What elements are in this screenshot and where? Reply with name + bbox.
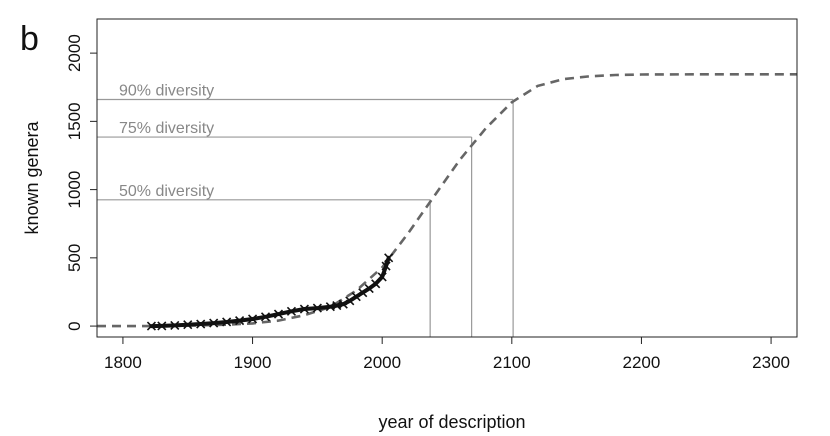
x-axis-label: year of description [378,412,525,432]
observed-data [146,253,394,331]
plot-frame [96,18,798,338]
observed-point-stroke [196,319,206,329]
observed-point-stroke [170,320,180,330]
x-tick-label: 2000 [363,353,401,372]
observed-point [377,272,387,282]
observed-point [157,321,167,331]
observed-point [260,312,271,322]
observed-point-stroke [247,314,258,324]
observed-point-stroke [381,261,391,271]
observed-point-stroke [273,309,284,319]
observed-point [286,306,297,316]
y-tick-label: 500 [65,244,84,272]
observed-point [312,303,322,313]
annotation-label: 50% diversity [119,183,214,200]
observed-point [345,296,355,306]
observed-point-stroke [345,296,355,306]
observed-point-stroke [299,304,309,314]
panel-letter: b [20,20,39,58]
observed-point [351,292,361,302]
y-tick-label: 1000 [65,171,84,209]
observed-point-stroke [146,321,157,331]
observed-point-stroke [332,301,342,311]
observed-point-stroke [325,302,335,312]
observed-point-stroke [384,253,394,263]
fitted-curve [97,73,797,328]
observed-point [273,309,284,319]
observed-point-stroke [235,316,245,326]
observed-point [209,318,219,328]
observed-point [196,319,206,329]
fitted-curve-line [97,73,797,328]
x-tick-label: 2200 [623,353,661,372]
observed-point-stroke [377,272,387,282]
y-axis-label: known genera [22,120,42,234]
y-tick-label: 1500 [65,102,84,140]
observed-point [247,314,258,324]
observed-point [364,283,374,294]
x-axis: 1800 1900 2000 2100 2200 2300 [104,337,790,372]
observed-point [183,320,193,330]
observed-point [358,288,368,298]
annotation-label: 90% diversity [119,83,214,100]
x-tick-label: 2300 [752,353,790,372]
observed-point-stroke [157,321,167,331]
observed-point-stroke [209,318,219,328]
x-tick-label: 1800 [104,353,142,372]
observed-point-stroke [351,292,361,302]
observed-point [384,253,394,263]
observed-point [381,261,391,271]
observed-point [146,321,157,331]
annotation-label: 75% diversity [119,120,214,137]
y-tick-label: 2000 [65,34,84,72]
y-axis: 0 500 1000 1500 2000 [65,34,97,331]
y-tick-label: 0 [65,321,84,330]
observed-point-stroke [260,312,271,322]
observed-point-stroke [338,299,348,309]
observed-point-stroke [312,303,322,313]
observed-point-stroke [222,317,232,327]
observed-point [170,320,180,330]
observed-point-stroke [364,283,374,294]
observed-point-stroke [286,306,297,316]
observed-point [338,299,348,309]
observed-point [299,304,309,314]
annotation-lines: 50% diversity 75% diversity 90% diversity [97,83,514,337]
observed-point-stroke [183,320,193,330]
observed-point [235,316,245,326]
observed-point-stroke [358,288,368,298]
x-tick-label: 1900 [234,353,272,372]
observed-point [222,317,232,327]
x-tick-label: 2100 [493,353,531,372]
